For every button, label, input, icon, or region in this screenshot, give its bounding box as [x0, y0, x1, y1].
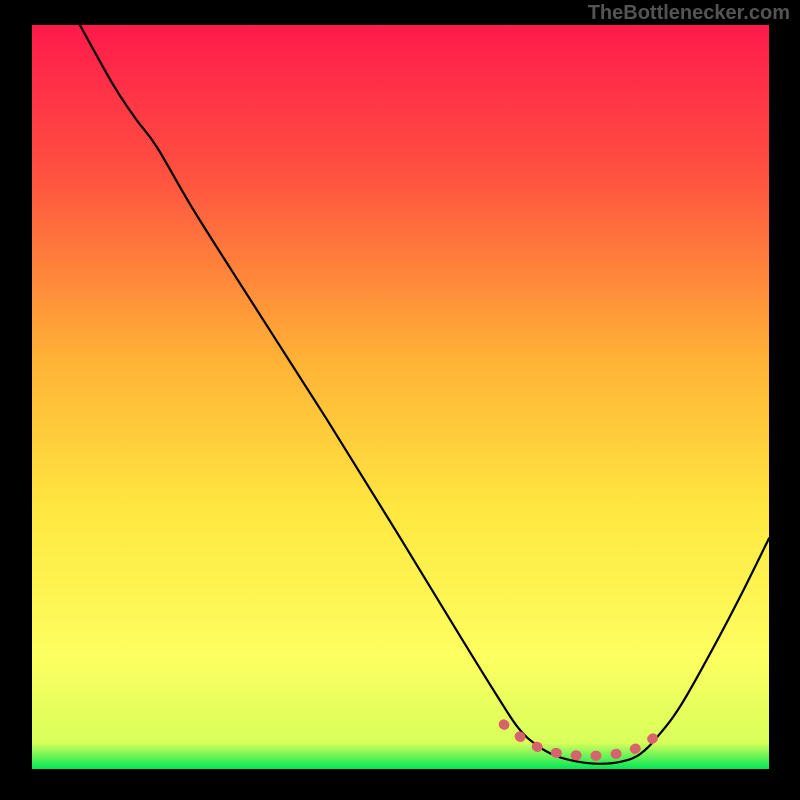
plot-area	[32, 25, 769, 769]
gradient-background	[32, 25, 769, 769]
chart-frame: TheBottlenecker.com	[0, 0, 800, 800]
heatmap-line-chart	[32, 25, 769, 769]
watermark-text: TheBottlenecker.com	[588, 2, 790, 25]
